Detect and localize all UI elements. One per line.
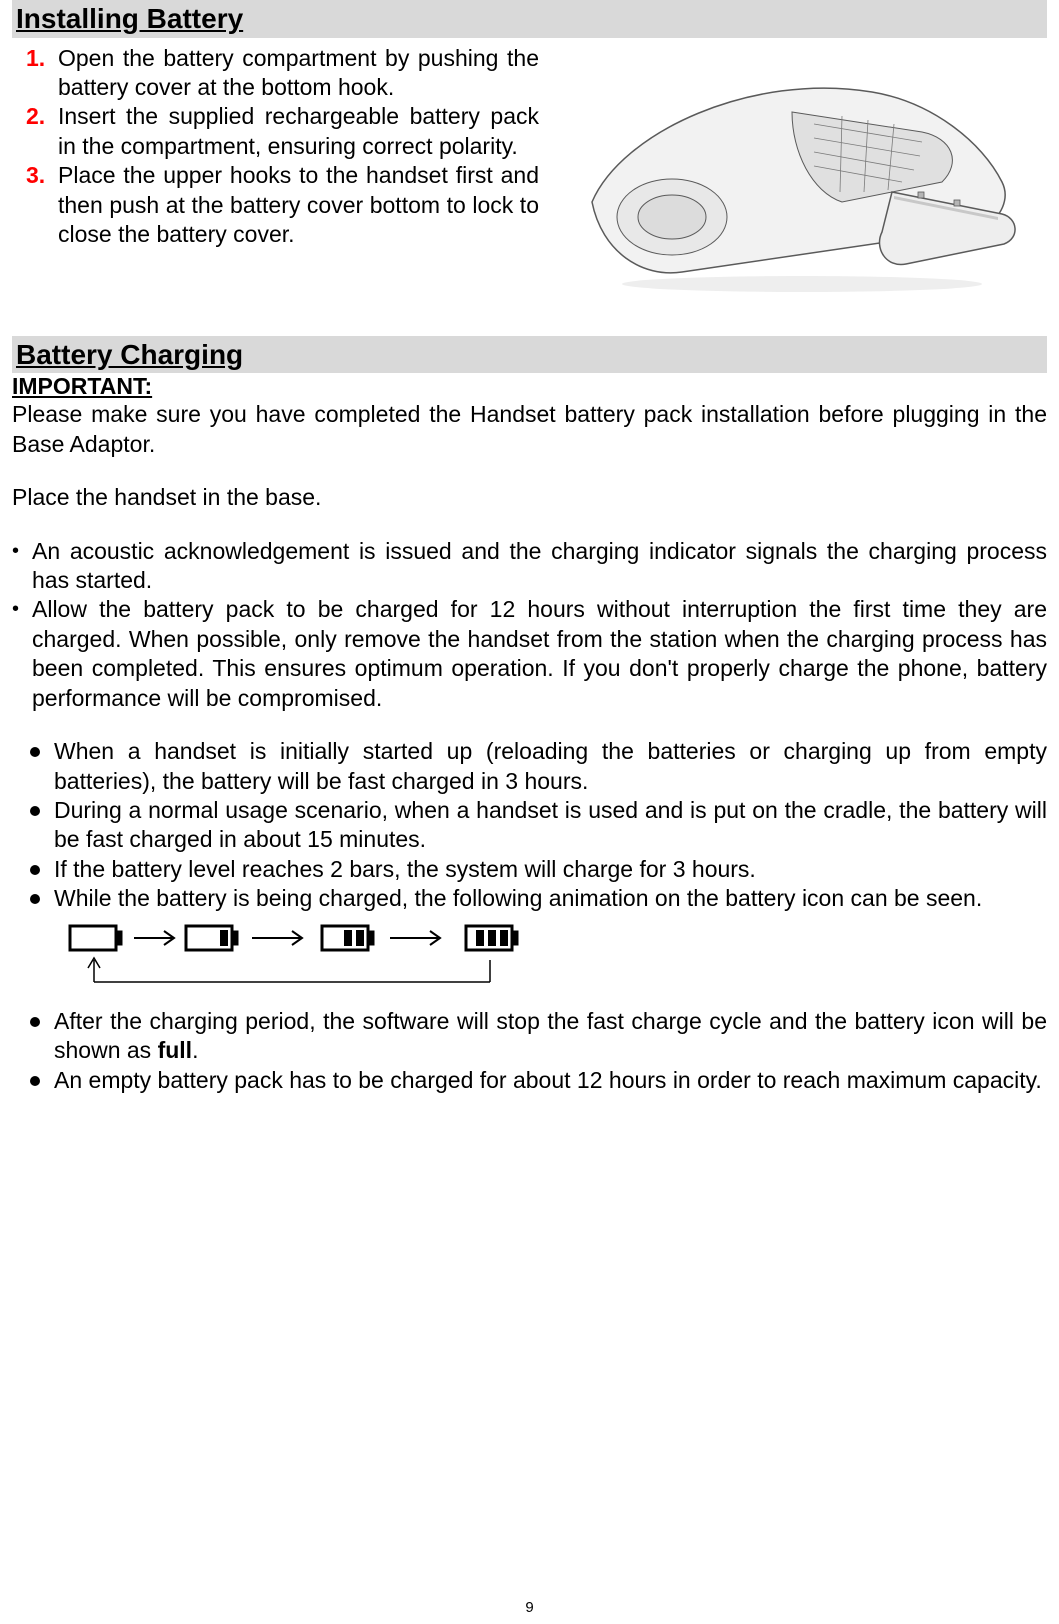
large-bullet-3: If the battery level reaches 2 bars, the… bbox=[54, 855, 1047, 884]
page-root: Installing Battery 1. Open the battery c… bbox=[0, 0, 1059, 1624]
spacer bbox=[12, 713, 1047, 737]
lb6-pre: An empty battery pack has to be charged … bbox=[54, 1067, 1042, 1093]
step-number-1: 1. bbox=[26, 44, 45, 73]
handset-illustration-wrap bbox=[547, 38, 1047, 312]
large-bullet-list-top: When a handset is initially started up (… bbox=[12, 737, 1047, 914]
place-handset-text: Place the handset in the base. bbox=[12, 483, 1047, 512]
small-bullet-1: An acoustic acknowledgement is issued an… bbox=[32, 537, 1047, 596]
install-steps-list: 1. Open the battery compartment by pushi… bbox=[12, 44, 539, 250]
handset-illustration bbox=[562, 42, 1032, 312]
large-bullet-1: When a handset is initially started up (… bbox=[54, 737, 1047, 796]
small-bullet-2: Allow the battery pack to be charged for… bbox=[32, 595, 1047, 713]
step-number-2: 2. bbox=[26, 102, 45, 131]
spacer bbox=[12, 513, 1047, 537]
battery-animation-icon bbox=[64, 920, 574, 1000]
heading-battery-charging: Battery Charging bbox=[12, 336, 1047, 374]
large-bullet-4: While the battery is being charged, the … bbox=[54, 884, 1047, 913]
step-text-3: Place the upper hooks to the handset fir… bbox=[58, 162, 539, 247]
installing-battery-block: 1. Open the battery compartment by pushi… bbox=[12, 38, 1047, 312]
large-bullet-5: After the charging period, the software … bbox=[54, 1007, 1047, 1066]
large-bullet-2: During a normal usage scenario, when a h… bbox=[54, 796, 1047, 855]
lb5-bold: full bbox=[158, 1037, 193, 1063]
important-label: IMPORTANT: bbox=[12, 373, 1047, 400]
installing-battery-text-col: 1. Open the battery compartment by pushi… bbox=[12, 38, 547, 312]
battery-animation-wrap bbox=[12, 914, 1047, 1007]
large-bullet-6: An empty battery pack has to be charged … bbox=[54, 1066, 1047, 1095]
step-number-3: 3. bbox=[26, 161, 45, 190]
large-bullet-list-bottom: After the charging period, the software … bbox=[12, 1007, 1047, 1095]
important-text: Please make sure you have completed the … bbox=[12, 400, 1047, 459]
page-number: 9 bbox=[0, 1599, 1059, 1616]
lb5-pre: After the charging period, the software … bbox=[54, 1008, 1047, 1063]
small-bullet-list: An acoustic acknowledgement is issued an… bbox=[12, 537, 1047, 714]
lb5-post: . bbox=[192, 1037, 198, 1063]
spacer bbox=[12, 459, 1047, 483]
step-text-2: Insert the supplied rechargeable battery… bbox=[58, 103, 539, 158]
install-step-3: 3. Place the upper hooks to the handset … bbox=[58, 161, 539, 249]
step-text-1: Open the battery compartment by pushing … bbox=[58, 45, 539, 100]
install-step-2: 2. Insert the supplied rechargeable batt… bbox=[58, 102, 539, 161]
heading-installing-battery: Installing Battery bbox=[12, 0, 1047, 38]
install-step-1: 1. Open the battery compartment by pushi… bbox=[58, 44, 539, 103]
